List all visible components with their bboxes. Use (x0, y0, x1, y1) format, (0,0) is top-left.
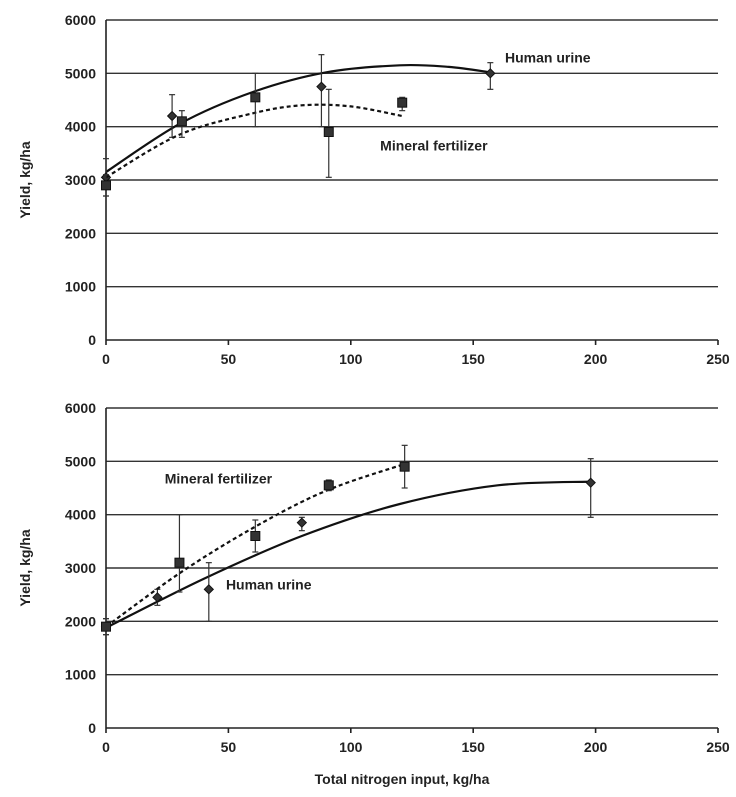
data-point-mineral-fertilizer (323, 127, 334, 137)
x-tick-label: 100 (339, 351, 363, 367)
series-annotation: Human urine (226, 576, 312, 592)
y-axis-label: Yield, kg/ha (17, 529, 33, 606)
series-line-human-urine (105, 63, 491, 173)
y-tick-label: 0 (88, 720, 96, 736)
y-tick-label: 0 (88, 332, 96, 348)
y-tick-label: 2000 (65, 225, 96, 241)
data-point-human-urine (316, 81, 327, 92)
series-line-human-urine (105, 480, 591, 629)
y-tick-label: 2000 (65, 613, 96, 629)
y-tick-label: 1000 (65, 667, 96, 683)
data-point-human-urine (166, 110, 178, 122)
data-point-mineral-fertilizer (250, 92, 261, 103)
data-point-mineral-fertilizer (397, 97, 408, 108)
y-tick-label: 1000 (65, 279, 96, 295)
data-point-mineral-fertilizer (101, 180, 111, 191)
x-tick-label: 250 (706, 351, 730, 367)
y-tick-label: 6000 (65, 400, 96, 416)
data-point-mineral-fertilizer (323, 480, 334, 491)
series-line-mineral-fertilizer (105, 462, 406, 628)
y-tick-label: 6000 (65, 12, 96, 28)
data-point-mineral-fertilizer (250, 531, 261, 541)
data-point-mineral-fertilizer (176, 116, 187, 127)
data-point-mineral-fertilizer (174, 557, 185, 568)
data-point-mineral-fertilizer (101, 621, 111, 632)
data-point-human-urine (585, 477, 596, 488)
y-tick-label: 3000 (65, 172, 96, 188)
y-tick-label: 4000 (65, 507, 96, 523)
x-tick-label: 50 (221, 739, 237, 755)
series-annotation: Mineral fertilizer (380, 138, 488, 154)
x-tick-label: 150 (462, 739, 486, 755)
x-tick-label: 100 (339, 739, 363, 755)
data-point-human-urine (152, 592, 163, 603)
x-tick-label: 0 (102, 351, 110, 367)
data-point-human-urine (203, 584, 215, 595)
y-tick-label: 5000 (65, 65, 96, 81)
y-tick-label: 3000 (65, 560, 96, 576)
y-tick-label: 5000 (65, 453, 96, 469)
y-axis-label: Yield, kg/ha (17, 141, 33, 218)
x-tick-label: 0 (102, 739, 110, 755)
data-point-human-urine (296, 517, 308, 528)
x-axis-label: Total nitrogen input, kg/ha (315, 771, 490, 787)
x-tick-label: 150 (462, 351, 486, 367)
x-tick-label: 50 (221, 351, 237, 367)
top-chart-panel: 0 1000 2000 3000 4000 5000 6000 0 50 100 150 200 250… (17, 12, 730, 367)
data-point-mineral-fertilizer (399, 461, 410, 472)
bottom-chart-panel: 0 1000 2000 3000 4000 5000 6000 0 50 100 150 200 250… (17, 400, 730, 787)
x-tick-label: 250 (706, 739, 730, 755)
series-annotation: Human urine (505, 50, 591, 66)
series-line-mineral-fertilizer (105, 103, 403, 179)
series-annotation: Mineral fertilizer (165, 471, 273, 487)
x-tick-label: 200 (584, 351, 608, 367)
x-tick-label: 200 (584, 739, 608, 755)
y-tick-label: 4000 (65, 119, 96, 135)
data-point-human-urine (485, 68, 496, 79)
